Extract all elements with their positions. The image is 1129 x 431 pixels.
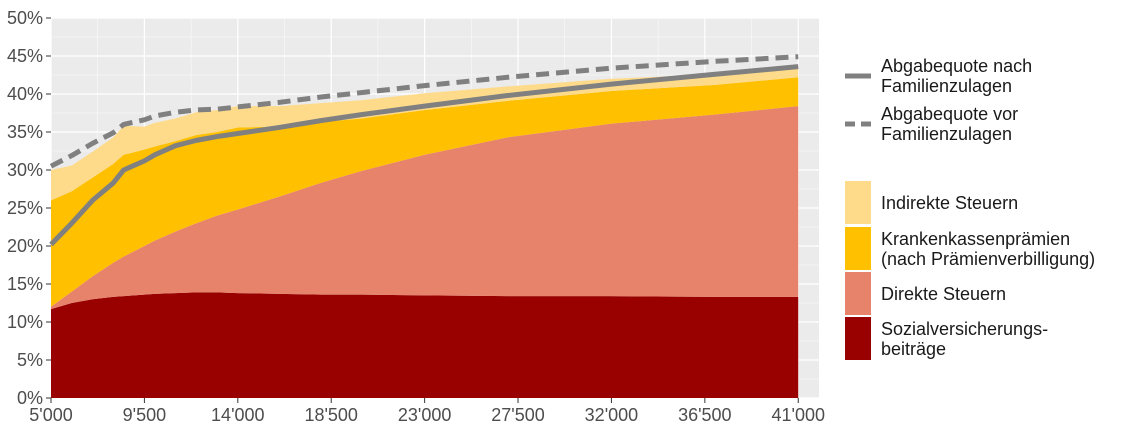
legend-label-line: Abgabequote vor Familienzulagen	[881, 104, 1018, 144]
x-tick-label: 36'500	[678, 405, 732, 425]
y-tick-label: 40%	[7, 84, 43, 104]
lines	[49, 54, 799, 247]
y-tick-label: 0%	[17, 388, 43, 408]
y-tick-label: 50%	[7, 8, 43, 28]
legend: Abgabequote nach Familienzulagen Abgabequo…	[845, 56, 1095, 360]
y-tick-label: 5%	[17, 350, 43, 370]
x-tick-label: 18'500	[304, 405, 358, 425]
legend-label-line: Abgabequote nach Familienzulagen	[881, 56, 1032, 96]
y-tick-label: 20%	[7, 236, 43, 256]
legend-swatch	[845, 272, 871, 315]
legend-label-area: Indirekte Steuern	[881, 193, 1018, 213]
x-tick-label: 14'000	[211, 405, 265, 425]
x-tick-label: 32'000	[585, 405, 639, 425]
x-axis: 5'000 9'500 14'000 18'500 23'000 27'500 32'000…	[29, 398, 825, 425]
x-tick-label: 41'000	[771, 405, 825, 425]
legend-label-area: Krankenkassenprämien (nach Prämienverbill…	[881, 229, 1095, 269]
legend-swatch	[845, 317, 871, 360]
y-tick-label: 35%	[7, 122, 43, 142]
y-tick-label: 25%	[7, 198, 43, 218]
area-series-2	[51, 106, 799, 310]
x-tick-label: 5'000	[29, 405, 72, 425]
line-abgabequote-nach	[49, 64, 799, 247]
area-series-4	[51, 68, 799, 201]
y-tick-label: 30%	[7, 160, 43, 180]
y-tick-label: 15%	[7, 274, 43, 294]
area-series-1	[51, 292, 799, 398]
x-tick-label: 9'500	[123, 405, 166, 425]
legend-label-area: Sozialversicherungs-beiträge	[881, 319, 1048, 359]
y-tick-label: 45%	[7, 46, 43, 66]
x-tick-label: 27'500	[491, 405, 545, 425]
y-axis: 0% 5% 10% 15% 20% 25% 30% 35% 40% 45% 50%	[7, 8, 51, 408]
line-abgabequote-vor	[49, 54, 799, 169]
x-tick-label: 23'000	[398, 405, 452, 425]
stacked-areas	[51, 68, 799, 398]
legend-swatch	[845, 227, 871, 270]
legend-swatch	[845, 181, 871, 224]
y-tick-label: 10%	[7, 312, 43, 332]
legend-label-area: Direkte Steuern	[881, 284, 1006, 304]
